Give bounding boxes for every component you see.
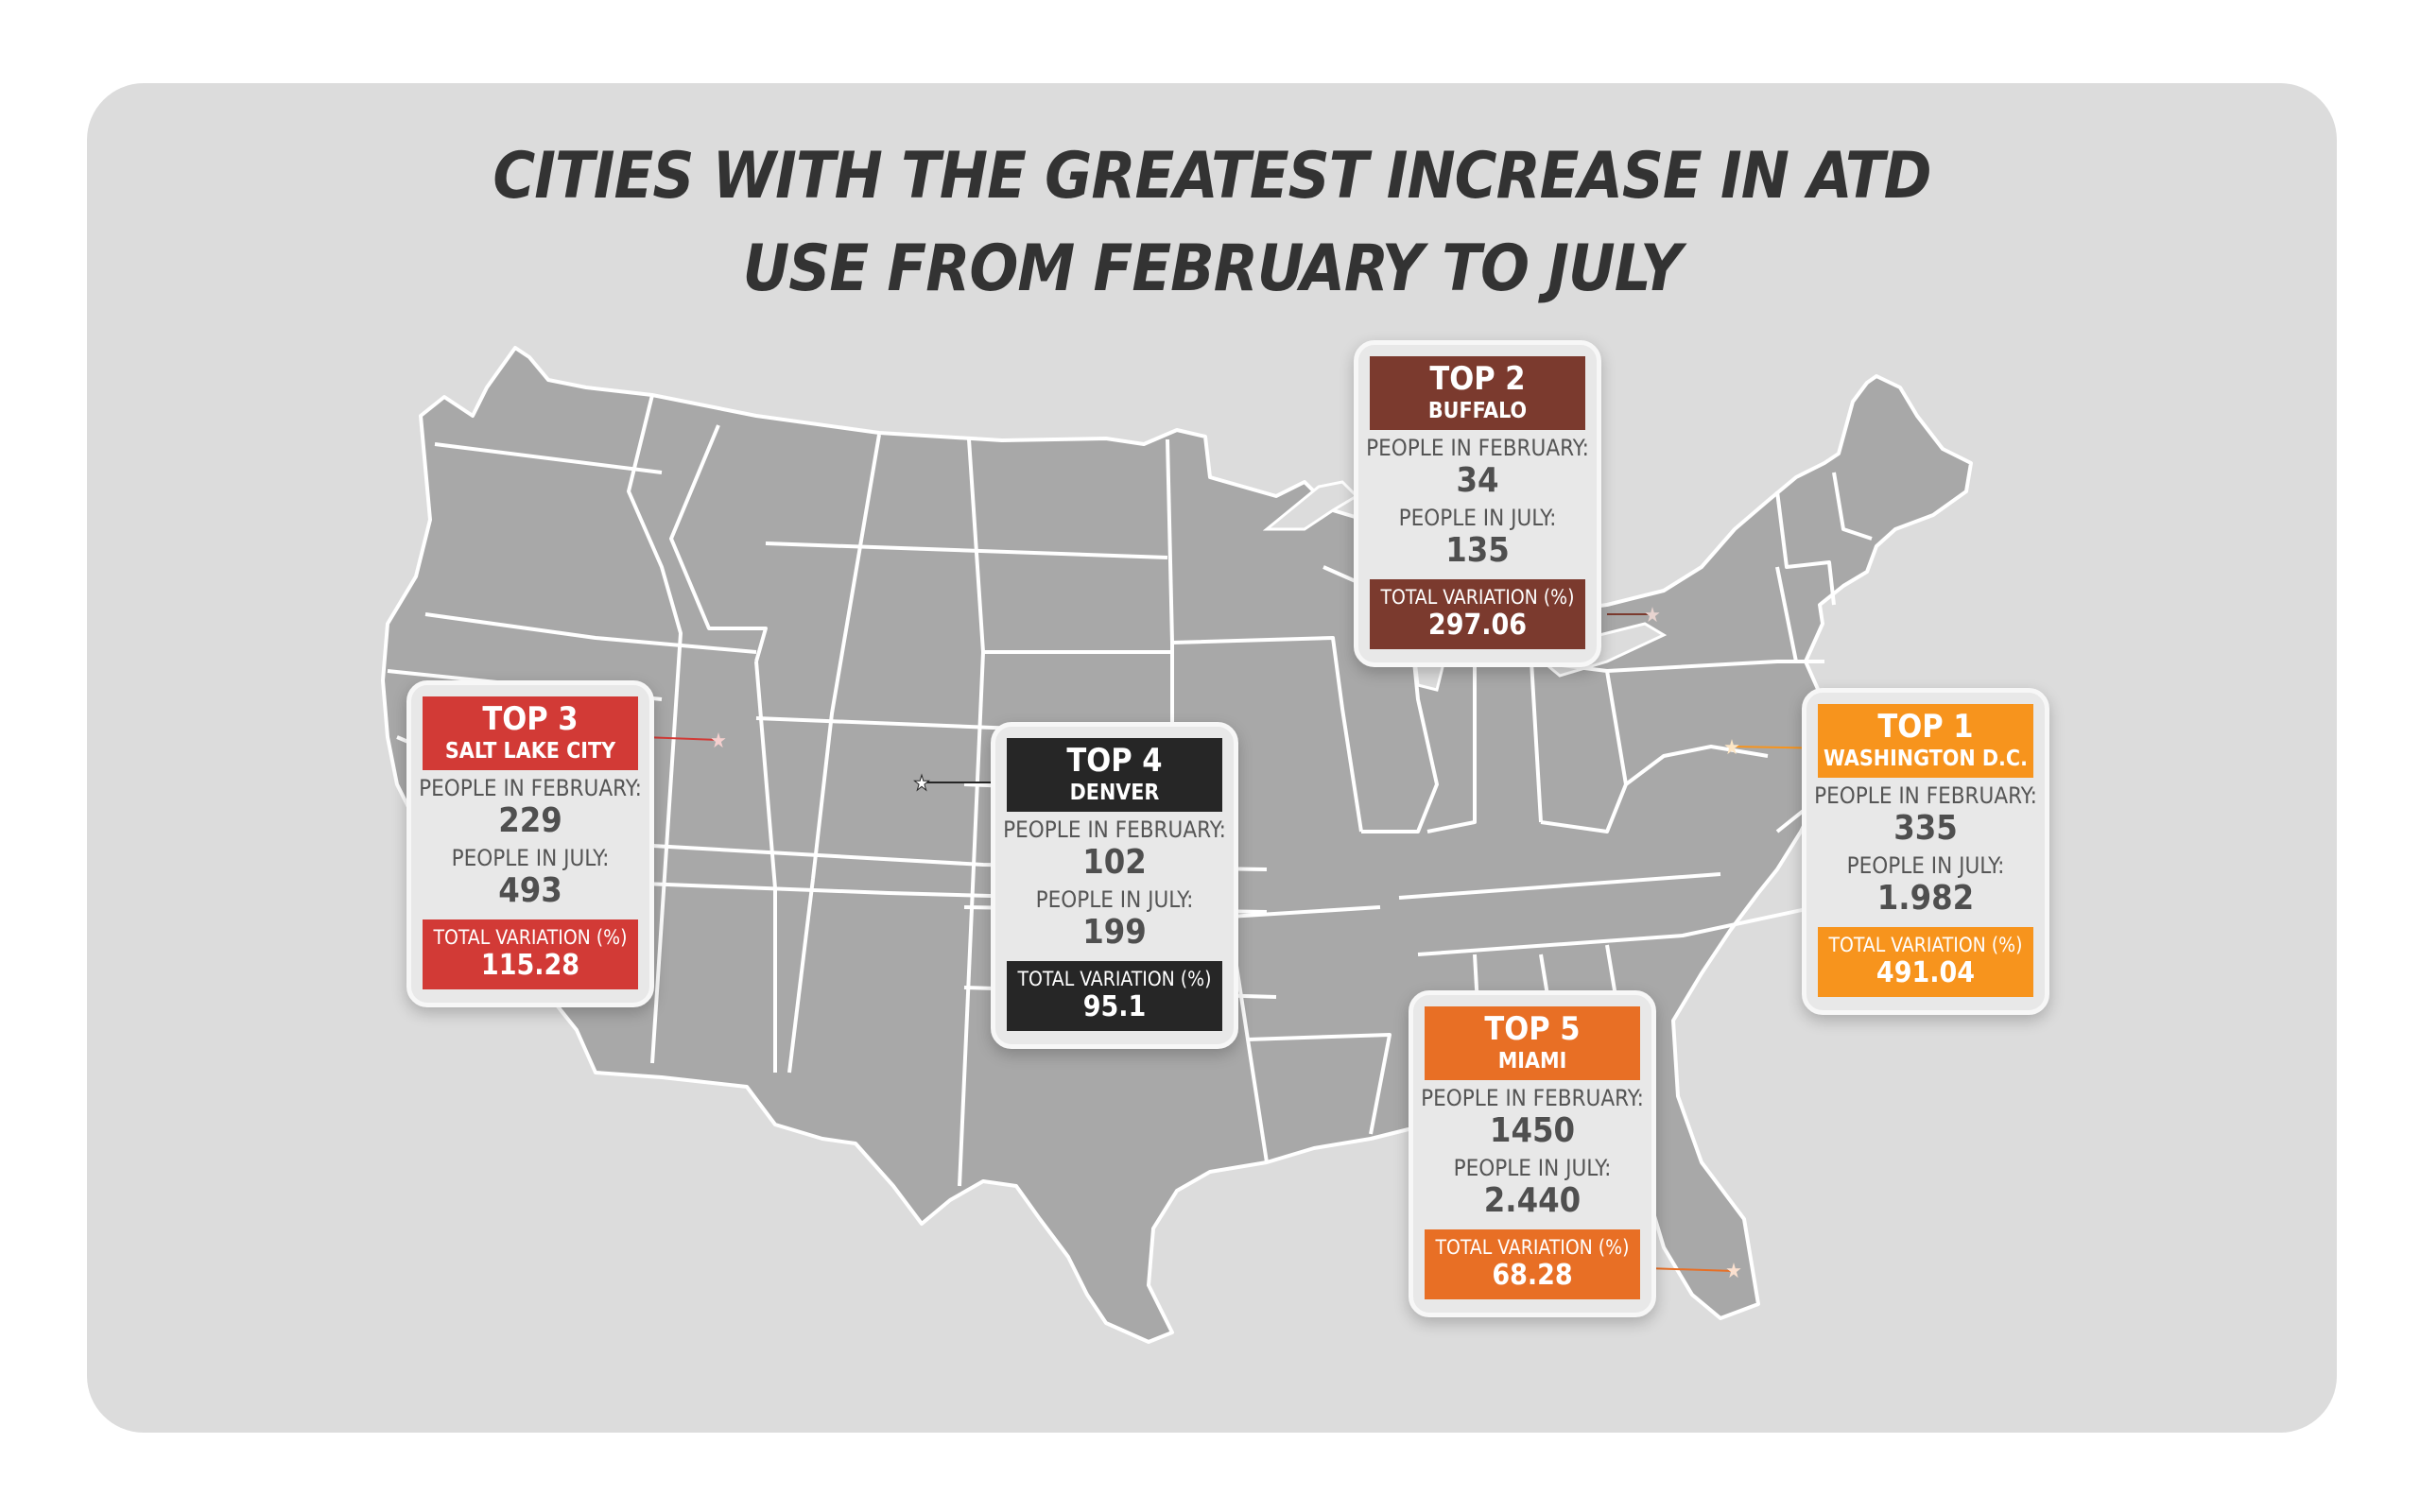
city-name: BUFFALO bbox=[1427, 399, 1528, 423]
total-variation-label: TOTAL VARIATION (%) bbox=[433, 926, 628, 949]
july-label: PEOPLE IN JULY: bbox=[1035, 886, 1194, 913]
july-label: PEOPLE IN JULY: bbox=[1846, 852, 2005, 879]
february-value: 335 bbox=[1893, 809, 1958, 848]
february-value: 1450 bbox=[1489, 1111, 1576, 1150]
star-salt-lake: ★ bbox=[710, 730, 727, 753]
card-header: TOP 4 DENVER bbox=[1007, 738, 1222, 812]
infographic-title: CITIES WITH THE GREATEST INCREASE IN ATD… bbox=[87, 130, 2337, 316]
card-header: TOP 2 BUFFALO bbox=[1370, 356, 1585, 430]
july-label: PEOPLE IN JULY: bbox=[1453, 1155, 1612, 1181]
connector-miami bbox=[1646, 1267, 1735, 1272]
july-value: 493 bbox=[498, 871, 562, 910]
city-card-denver: TOP 4 DENVER PEOPLE IN FEBRUARY: 102 PEO… bbox=[991, 722, 1238, 1049]
star-denver: ★ bbox=[913, 772, 930, 796]
city-card-salt-lake-city: TOP 3 SALT LAKE CITY PEOPLE IN FEBRUARY:… bbox=[406, 680, 654, 1007]
star-buffalo: ★ bbox=[1644, 604, 1661, 627]
july-label: PEOPLE IN JULY: bbox=[1398, 505, 1557, 531]
total-variation-value: 115.28 bbox=[480, 949, 580, 982]
rank-label: TOP 5 bbox=[1484, 1010, 1581, 1048]
july-value: 135 bbox=[1445, 531, 1510, 570]
total-variation-label: TOTAL VARIATION (%) bbox=[1828, 934, 2023, 956]
card-header: TOP 5 MIAMI bbox=[1425, 1006, 1640, 1080]
rank-label: TOP 3 bbox=[482, 700, 579, 738]
february-label: PEOPLE IN FEBRUARY: bbox=[419, 775, 642, 801]
city-name: WASHINGTON D.C. bbox=[1824, 747, 2028, 771]
february-value: 34 bbox=[1456, 461, 1499, 500]
connector-salt-lake bbox=[642, 736, 719, 741]
total-variation-box: TOTAL VARIATION (%) 491.04 bbox=[1818, 927, 2033, 997]
total-variation-box: TOTAL VARIATION (%) 68.28 bbox=[1425, 1229, 1640, 1299]
total-variation-box: TOTAL VARIATION (%) 115.28 bbox=[423, 919, 638, 989]
total-variation-label: TOTAL VARIATION (%) bbox=[1435, 1236, 1630, 1259]
total-variation-value: 68.28 bbox=[1492, 1259, 1573, 1292]
february-label: PEOPLE IN FEBRUARY: bbox=[1366, 435, 1589, 461]
city-card-washington-dc: TOP 1 WASHINGTON D.C. PEOPLE IN FEBRUARY… bbox=[1802, 688, 2049, 1015]
total-variation-label: TOTAL VARIATION (%) bbox=[1380, 586, 1575, 609]
july-value: 1.982 bbox=[1876, 879, 1975, 918]
city-name: SALT LAKE CITY bbox=[444, 739, 616, 764]
card-header: TOP 3 SALT LAKE CITY bbox=[423, 696, 638, 770]
title-line-2: USE FROM FEBRUARY TO JULY bbox=[742, 232, 1683, 306]
july-value: 199 bbox=[1082, 913, 1147, 952]
total-variation-value: 297.06 bbox=[1427, 609, 1528, 642]
rank-label: TOP 1 bbox=[1877, 708, 1974, 746]
february-label: PEOPLE IN FEBRUARY: bbox=[1814, 782, 2037, 809]
february-label: PEOPLE IN FEBRUARY: bbox=[1421, 1085, 1644, 1111]
city-card-buffalo: TOP 2 BUFFALO PEOPLE IN FEBRUARY: 34 PEO… bbox=[1354, 340, 1601, 667]
star-miami: ★ bbox=[1725, 1260, 1742, 1283]
total-variation-value: 95.1 bbox=[1082, 990, 1147, 1023]
city-name: MIAMI bbox=[1497, 1049, 1567, 1074]
total-variation-box: TOTAL VARIATION (%) 95.1 bbox=[1007, 961, 1222, 1031]
july-value: 2.440 bbox=[1483, 1181, 1582, 1220]
infographic-panel: CITIES WITH THE GREATEST INCREASE IN ATD… bbox=[87, 83, 2337, 1433]
february-value: 102 bbox=[1082, 843, 1147, 882]
rank-label: TOP 4 bbox=[1066, 742, 1163, 780]
total-variation-value: 491.04 bbox=[1876, 956, 1976, 989]
city-card-miami: TOP 5 MIAMI PEOPLE IN FEBRUARY: 1450 PEO… bbox=[1409, 990, 1656, 1317]
total-variation-label: TOTAL VARIATION (%) bbox=[1017, 968, 1212, 990]
july-label: PEOPLE IN JULY: bbox=[451, 845, 610, 871]
february-value: 229 bbox=[498, 801, 562, 840]
february-label: PEOPLE IN FEBRUARY: bbox=[1003, 816, 1226, 843]
total-variation-box: TOTAL VARIATION (%) 297.06 bbox=[1370, 579, 1585, 649]
rank-label: TOP 2 bbox=[1429, 360, 1526, 398]
card-header: TOP 1 WASHINGTON D.C. bbox=[1818, 704, 2033, 778]
star-washington: ★ bbox=[1723, 736, 1740, 760]
city-name: DENVER bbox=[1069, 781, 1160, 805]
title-line-1: CITIES WITH THE GREATEST INCREASE IN ATD bbox=[493, 139, 1931, 214]
